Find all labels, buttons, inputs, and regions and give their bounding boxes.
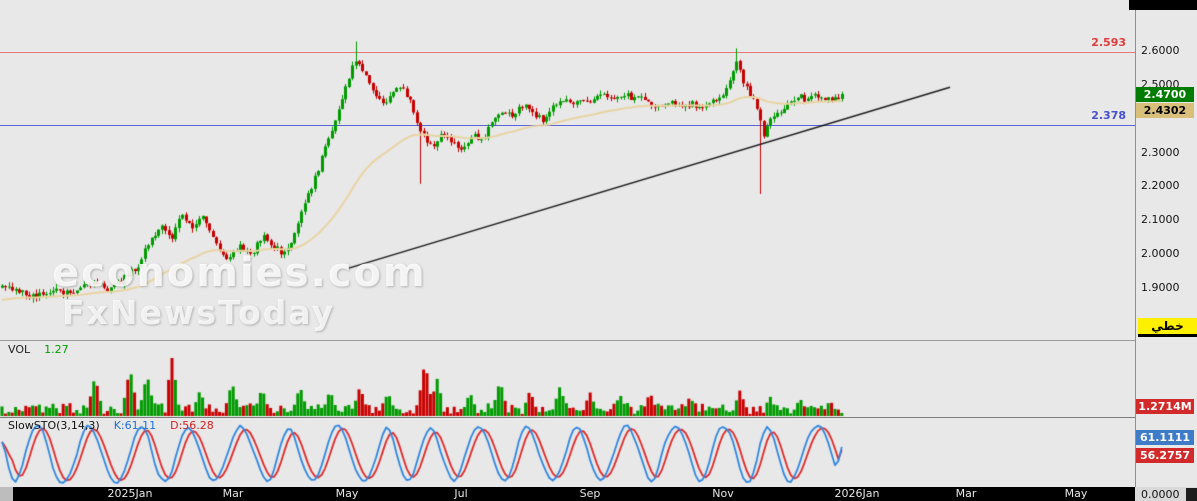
price-tick: 2.1000 <box>1141 213 1180 226</box>
watermark-line2: FxNewsToday <box>62 293 336 332</box>
time-axis-label: Nov <box>712 487 734 500</box>
price-tick: 1.9000 <box>1141 281 1180 294</box>
watermark-line1: economies.com <box>52 250 427 296</box>
time-axis-left-corner <box>0 487 13 501</box>
price-tick: 2.0000 <box>1141 247 1180 260</box>
time-axis-label: Mar <box>955 487 977 500</box>
time-axis-label: 2025Jan <box>107 487 153 500</box>
sto-title: SlowSTO(3,14,3) <box>8 419 100 432</box>
resistance-label: 2.593 <box>1091 36 1126 49</box>
volume-value-tag: 1.2714M <box>1136 399 1194 414</box>
volume-value: 1.27 <box>44 343 69 356</box>
scale-mode-tag[interactable]: خطي <box>1138 318 1197 337</box>
price-tick: 2.3000 <box>1141 146 1180 159</box>
support-label: 2.378 <box>1091 109 1126 122</box>
volume-title: VOL <box>8 343 31 356</box>
sto-pane-header: SlowSTO(3,14,3) K:61.11 D:56.28 <box>8 419 214 432</box>
volume-pane-separator <box>0 340 1135 341</box>
time-axis-label: May <box>1064 487 1088 500</box>
price-tick: 2.2000 <box>1141 179 1180 192</box>
sto-k-tag: 61.1111 <box>1136 430 1194 445</box>
bottom-right-corner <box>1135 487 1197 501</box>
sto-k-label: K:61.11 <box>113 419 157 432</box>
axis-divider <box>1135 0 1136 488</box>
price-tick: 2.6000 <box>1141 44 1180 57</box>
sto-pane-separator <box>0 417 1135 418</box>
prev-close-tag: 2.4302 <box>1136 103 1194 118</box>
time-axis-bar[interactable]: 2025Jan Mar May Jul Sep Nov 2026Jan Mar May <box>0 487 1135 501</box>
zero-tick-label: 0.0000 <box>1141 488 1180 501</box>
price-axis[interactable]: 2.6000 2.5000 2.3000 2.2000 2.1000 2.0000 1.90… <box>1135 0 1197 488</box>
time-axis-label: May <box>335 487 359 500</box>
top-right-corner-box <box>1129 0 1197 10</box>
sto-d-tag: 56.2757 <box>1136 448 1194 463</box>
scrollbar-nub[interactable] <box>1186 488 1197 501</box>
volume-pane-header: VOL 1.27 <box>8 343 69 356</box>
time-axis-label: 2026Jan <box>834 487 880 500</box>
sto-d-label: D:56.28 <box>170 419 214 432</box>
time-axis-label: Sep <box>579 487 601 500</box>
time-axis-label: Mar <box>222 487 244 500</box>
current-price-tag: 2.4700 <box>1136 87 1194 102</box>
time-axis-label: Jul <box>454 487 468 500</box>
